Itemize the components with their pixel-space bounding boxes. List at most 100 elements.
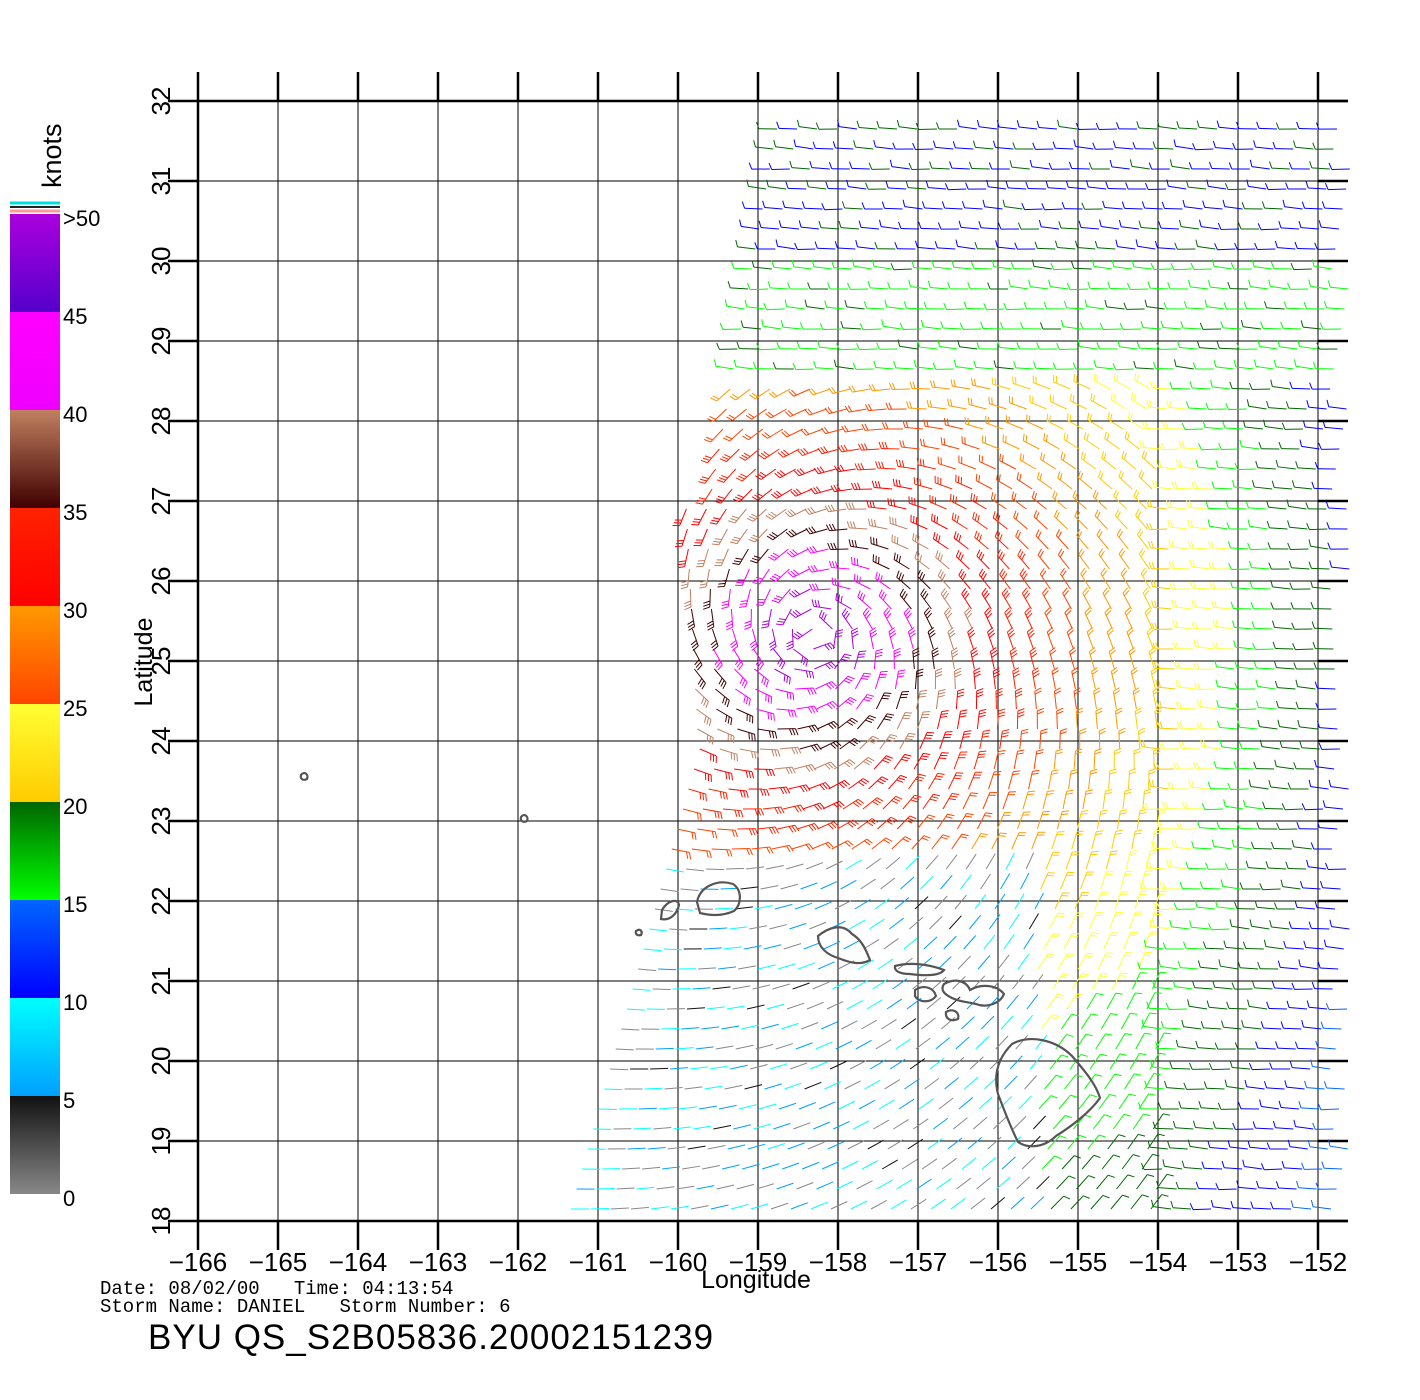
wind-barb [797,447,820,457]
x-tick-label: −155 [1049,1247,1108,1277]
wind-barb [808,388,831,396]
wind-barb [1148,561,1170,570]
wind-barb [912,533,929,550]
wind-barb [735,1044,754,1050]
wind-barb [1328,779,1349,790]
wind-barb [1023,933,1035,950]
wind-barb [1025,852,1035,870]
wind-barb [968,914,982,930]
island-kahoolawe [944,1009,960,1022]
wind-barb [1277,339,1298,350]
wind-barb [1318,742,1340,750]
wind-barb [1189,381,1211,390]
wind-barb [1138,1102,1159,1110]
wind-barb [875,571,891,590]
wind-barb [1005,415,1024,430]
wind-barb [1208,923,1230,931]
wind-barb [721,588,731,610]
wind-barb [1234,463,1256,471]
wind-barb [1002,434,1020,450]
wind-barb [1110,392,1127,410]
wind-barb [861,1019,878,1030]
wind-barb [1102,587,1112,610]
wind-barb [1272,620,1293,630]
wind-barb [1038,219,1060,230]
wind-barb [749,628,758,651]
wind-barb [1238,1102,1259,1110]
wind-barb [1191,841,1212,850]
wind-barb [855,694,875,710]
wind-barb [1173,139,1194,150]
wind-barb [807,1141,825,1150]
wind-barb [740,320,762,330]
wind-barb [1317,1103,1339,1111]
wind-barb [1078,220,1100,230]
wind-barb [983,934,996,950]
wind-barb [1191,481,1213,490]
wind-barb [861,1160,879,1170]
wind-barb [1079,322,1101,330]
wind-barb [875,461,896,470]
wind-barb [769,924,787,930]
wind-barb [1287,1139,1308,1150]
wind-barb [737,728,756,742]
wind-barb [1202,200,1223,210]
wind-barb [856,1180,873,1190]
wind-barb [670,1205,689,1210]
wind-barb [692,987,711,990]
wind-barb [989,647,998,670]
wind-barb [766,179,787,190]
wind-barb [1218,442,1240,450]
wind-barb [707,408,727,422]
wind-barb [1185,861,1207,870]
wind-barb [658,1107,677,1110]
wind-barb [973,360,994,370]
wind-barb [1070,393,1087,410]
wind-barb [1271,480,1293,490]
wind-barb [828,386,851,395]
wind-barb [1146,499,1167,510]
wind-barb [726,1005,745,1010]
wind-barb [1017,222,1039,230]
wind-barb [812,141,834,150]
wind-barb [861,423,883,431]
wind-barb [1310,842,1332,850]
wind-barb [888,627,897,650]
wind-barb [733,359,754,370]
wind-barb [885,181,907,190]
wind-barb [918,221,939,230]
wind-barb [838,220,859,230]
wind-barb [756,1183,774,1190]
wind-barb [1036,810,1050,830]
wind-barb [632,988,651,991]
wind-barb [1183,301,1205,310]
wind-barb [1141,201,1163,210]
wind-barb [988,914,1001,930]
wind-barb [986,179,1007,190]
colorbar-tick-label: 25 [63,696,87,721]
wind-barb [766,528,788,541]
wind-barb [1260,1021,1282,1030]
wind-barb [716,1184,735,1190]
wind-barb [1053,748,1063,770]
wind-barb [1205,501,1227,510]
wind-barb [836,343,858,351]
wind-barb [752,361,774,370]
wind-barb [957,119,978,130]
wind-barb [970,647,979,670]
wind-barb [1144,607,1153,630]
wind-barb [797,822,820,832]
wind-barb [1092,489,1107,510]
wind-barb [920,588,932,610]
wind-barb [1182,199,1203,210]
wind-barb [873,1119,890,1130]
wind-barb [996,811,1012,830]
wind-barb [1090,1194,1110,1210]
wind-barb [795,687,817,695]
wind-barb [1056,810,1070,830]
wind-barb [1003,302,1025,311]
wind-barb [1288,921,1310,930]
wind-barb [776,708,797,718]
wind-barb [1255,460,1276,470]
wind-barb [745,408,767,420]
